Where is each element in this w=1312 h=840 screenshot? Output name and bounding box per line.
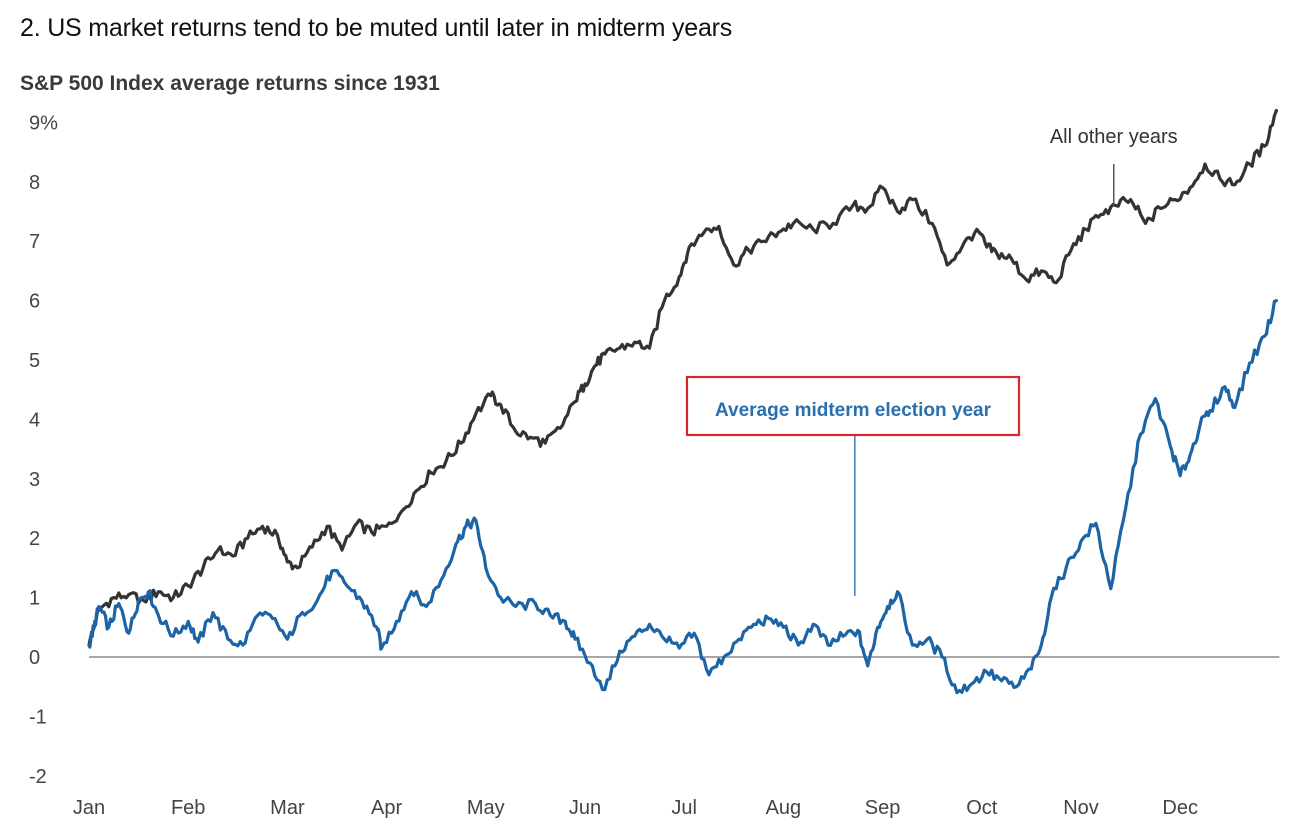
y-tick-label: 3: [29, 469, 40, 491]
y-tick-label: 4: [29, 409, 40, 431]
x-tick-label: Oct: [966, 797, 998, 819]
x-tick-label: Dec: [1162, 797, 1198, 819]
y-tick-label: 5: [29, 350, 40, 372]
x-tick-label: Apr: [371, 797, 402, 819]
page-headline: 2. US market returns tend to be muted un…: [20, 14, 733, 42]
y-axis: 9% 8 7 6 5 4 3 2 1 0 -1 -2: [29, 112, 58, 787]
x-tick-label: Mar: [270, 797, 305, 819]
y-tick-label: 6: [29, 291, 40, 313]
chart-title: S&P 500 Index average returns since 1931: [20, 72, 440, 95]
series-line-midterm-years: [87, 299, 1278, 695]
x-tick-label: Sep: [865, 797, 901, 819]
y-tick-label: -2: [29, 766, 47, 788]
x-tick-label: Jan: [73, 797, 105, 819]
annotation-highlight-box: [685, 375, 1021, 437]
y-tick-label: 2: [29, 528, 40, 550]
y-tick-label: 8: [29, 172, 40, 194]
series-layer: [87, 108, 1278, 695]
annotation-layer: All other years Average midterm election …: [685, 126, 1178, 596]
x-axis: Jan Feb Mar Apr May Jun Jul Aug Sep Oct Nov Dec: [73, 797, 1198, 819]
annotation-label-other-years: All other years: [1050, 126, 1178, 148]
y-tick-label: 0: [29, 647, 40, 669]
x-tick-label: Aug: [766, 797, 802, 819]
series-line-all-other-years: [87, 108, 1278, 647]
x-tick-label: May: [467, 797, 505, 819]
y-tick-label: 7: [29, 231, 40, 253]
x-tick-label: Jul: [671, 797, 697, 819]
x-tick-label: Feb: [171, 797, 205, 819]
y-tick-label: -1: [29, 706, 47, 728]
x-tick-label: Jun: [569, 797, 601, 819]
annotation-label-midterm: Average midterm election year: [715, 400, 992, 421]
x-tick-label: Nov: [1063, 797, 1099, 819]
y-tick-label: 1: [29, 588, 40, 610]
y-tick-label: 9%: [29, 112, 58, 134]
